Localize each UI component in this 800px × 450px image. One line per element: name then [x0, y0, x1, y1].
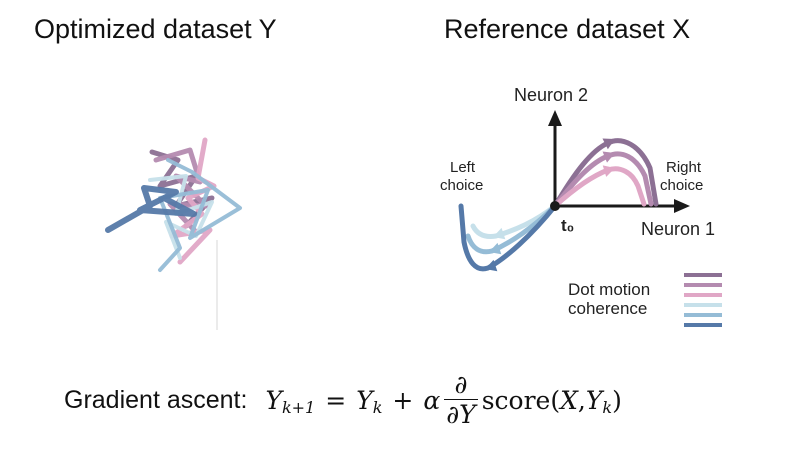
eq-lhs-sub: k+1 — [281, 397, 316, 417]
eq-arg2: Y — [585, 385, 603, 415]
optimized-trajectories — [105, 137, 242, 272]
equation-prefix: Gradient ascent: — [64, 385, 248, 414]
left-choice-label-line2: choice — [440, 177, 483, 194]
optimized-trajectory-6 — [105, 185, 197, 233]
reference-trajectories — [458, 138, 659, 272]
neuron-1-arrowhead — [674, 199, 690, 213]
eq-equals: = — [325, 385, 347, 415]
right-choice-label-line2: choice — [660, 177, 703, 194]
neuron-2-label: Neuron 2 — [514, 85, 588, 105]
eq-score-func: score( — [481, 385, 561, 415]
neuron-1-label: Neuron 1 — [641, 219, 715, 239]
origin-label: t₀ — [561, 216, 574, 235]
neuron-2-arrowhead — [548, 110, 562, 126]
optimized-trajectory-5 — [158, 158, 242, 272]
reference-trajectory-arrow-4 — [493, 227, 506, 240]
reference-trajectory-arrow-3 — [602, 165, 615, 177]
eq-plus: + — [392, 385, 414, 415]
eq-partial-fraction: ∂ ∂Y — [444, 369, 478, 430]
eq-lhs: Y — [265, 385, 282, 415]
eq-alpha: α — [423, 385, 441, 415]
right-choice-label-line1: Right — [666, 159, 702, 176]
eq-arg2-sub: k — [602, 397, 613, 417]
eq-term1: Y — [356, 385, 373, 415]
eq-frac-den: ∂Y — [444, 398, 478, 429]
optimized-dataset-title: Optimized dataset Y — [34, 14, 277, 44]
reference-trajectory-arrow-5 — [489, 242, 502, 255]
optimized-trajectory-4 — [148, 174, 214, 260]
reference-trajectory-arrow-1 — [602, 138, 615, 150]
legend-title-line1: Dot motion — [568, 280, 650, 299]
eq-arg1: X — [560, 385, 578, 415]
eq-frac-num: ∂ — [454, 369, 468, 399]
reference-trajectory-arrow-2 — [602, 151, 615, 163]
origin-dot — [550, 201, 560, 211]
eq-term1-sub: k — [372, 397, 383, 417]
reference-dataset-title: Reference dataset X — [444, 14, 691, 44]
eq-close: ) — [612, 385, 622, 415]
coherence-legend-swatches — [684, 273, 722, 327]
left-choice-label-line1: Left — [450, 159, 476, 176]
reference-trajectory-arrow-6 — [485, 259, 498, 272]
eq-comma: , — [577, 385, 586, 415]
legend-title-line2: coherence — [568, 299, 647, 318]
